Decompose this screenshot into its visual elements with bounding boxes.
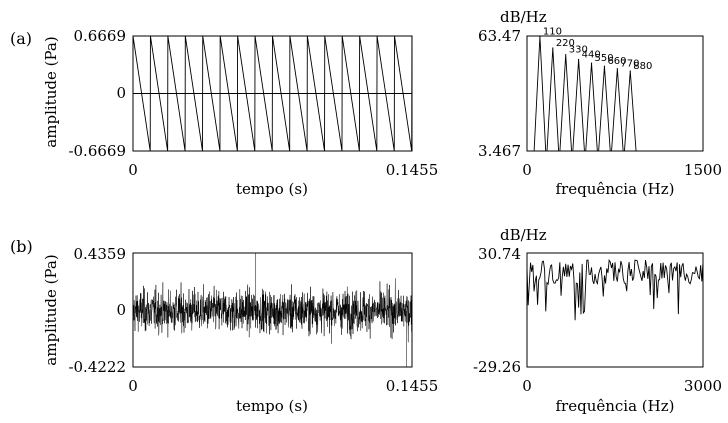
x-axis-label: frequência (Hz) [556, 180, 675, 198]
peak-label: 220 [556, 38, 575, 49]
peak-point [565, 54, 567, 56]
panel-label-a: (a) [10, 29, 32, 48]
x-tick-label: 3000 [684, 377, 722, 395]
y-tick-label: 30.74 [478, 245, 521, 263]
panel-a-waveform: (a) amplitude (Pa) 0.6669 0 -0.6669 0 0.… [10, 27, 438, 198]
peak-label: 770 [620, 59, 639, 70]
y-axis-label: dB/Hz [500, 226, 547, 244]
x-tick-label: 0.1455 [386, 161, 439, 179]
peak-label: 550 [595, 53, 614, 64]
plot-area [526, 252, 704, 368]
y-tick-label: 3.467 [478, 142, 521, 160]
peak-point [590, 62, 593, 64]
y-axis-label: amplitude (Pa) [42, 254, 60, 365]
plot-area [132, 35, 413, 152]
y-tick-label: 0.6669 [74, 27, 127, 45]
plot-frame [526, 35, 704, 152]
x-tick-label: 0 [128, 161, 138, 179]
y-tick-label: -0.4222 [68, 358, 126, 376]
peak-label: 660 [607, 56, 626, 67]
x-axis-label: frequência (Hz) [556, 397, 675, 415]
x-tick-label: 0.1455 [386, 377, 439, 395]
x-axis-label: tempo (s) [236, 180, 308, 198]
panel-b-spectrum: dB/Hz 30.74 -29.26 0 3000 frequência (Hz… [473, 226, 722, 415]
x-tick-label: 0 [522, 377, 532, 395]
x-tick-label: 0 [522, 161, 532, 179]
y-tick-label: 63.47 [478, 27, 521, 45]
peak-point [578, 58, 580, 61]
plot-frame [526, 252, 704, 368]
peak-label: 880 [633, 61, 652, 72]
peak-label: 440 [582, 50, 601, 61]
peak-point [616, 68, 618, 70]
y-axis-label: dB/Hz [500, 8, 547, 26]
y-tick-label: 0 [116, 84, 126, 102]
peak-label: 110 [543, 27, 562, 38]
peak-point [539, 35, 541, 38]
panel-label-b: (b) [10, 237, 33, 256]
series-line [132, 253, 413, 367]
plot-area [132, 252, 413, 368]
x-axis-label: tempo (s) [236, 397, 308, 415]
peak-point [629, 70, 631, 72]
y-tick-label: 0 [116, 301, 126, 319]
y-tick-label: -0.6669 [68, 142, 126, 160]
x-tick-label: 0 [128, 377, 138, 395]
y-axis-label: amplitude (Pa) [42, 36, 60, 147]
peak-point [552, 47, 554, 49]
y-tick-label: -29.26 [473, 358, 521, 376]
series-line [132, 35, 413, 152]
y-tick-label: 0.4359 [74, 245, 127, 263]
panel-a-spectrum: dB/Hz 63.47 3.467 1102203304405506607708… [478, 8, 722, 198]
panel-b-waveform: (b) amplitude (Pa) 0.4359 0 -0.4222 0 0.… [10, 237, 438, 415]
series-line [526, 258, 704, 321]
peak-point [603, 65, 606, 67]
peak-label: 330 [569, 45, 588, 56]
x-tick-label: 1500 [684, 161, 722, 179]
